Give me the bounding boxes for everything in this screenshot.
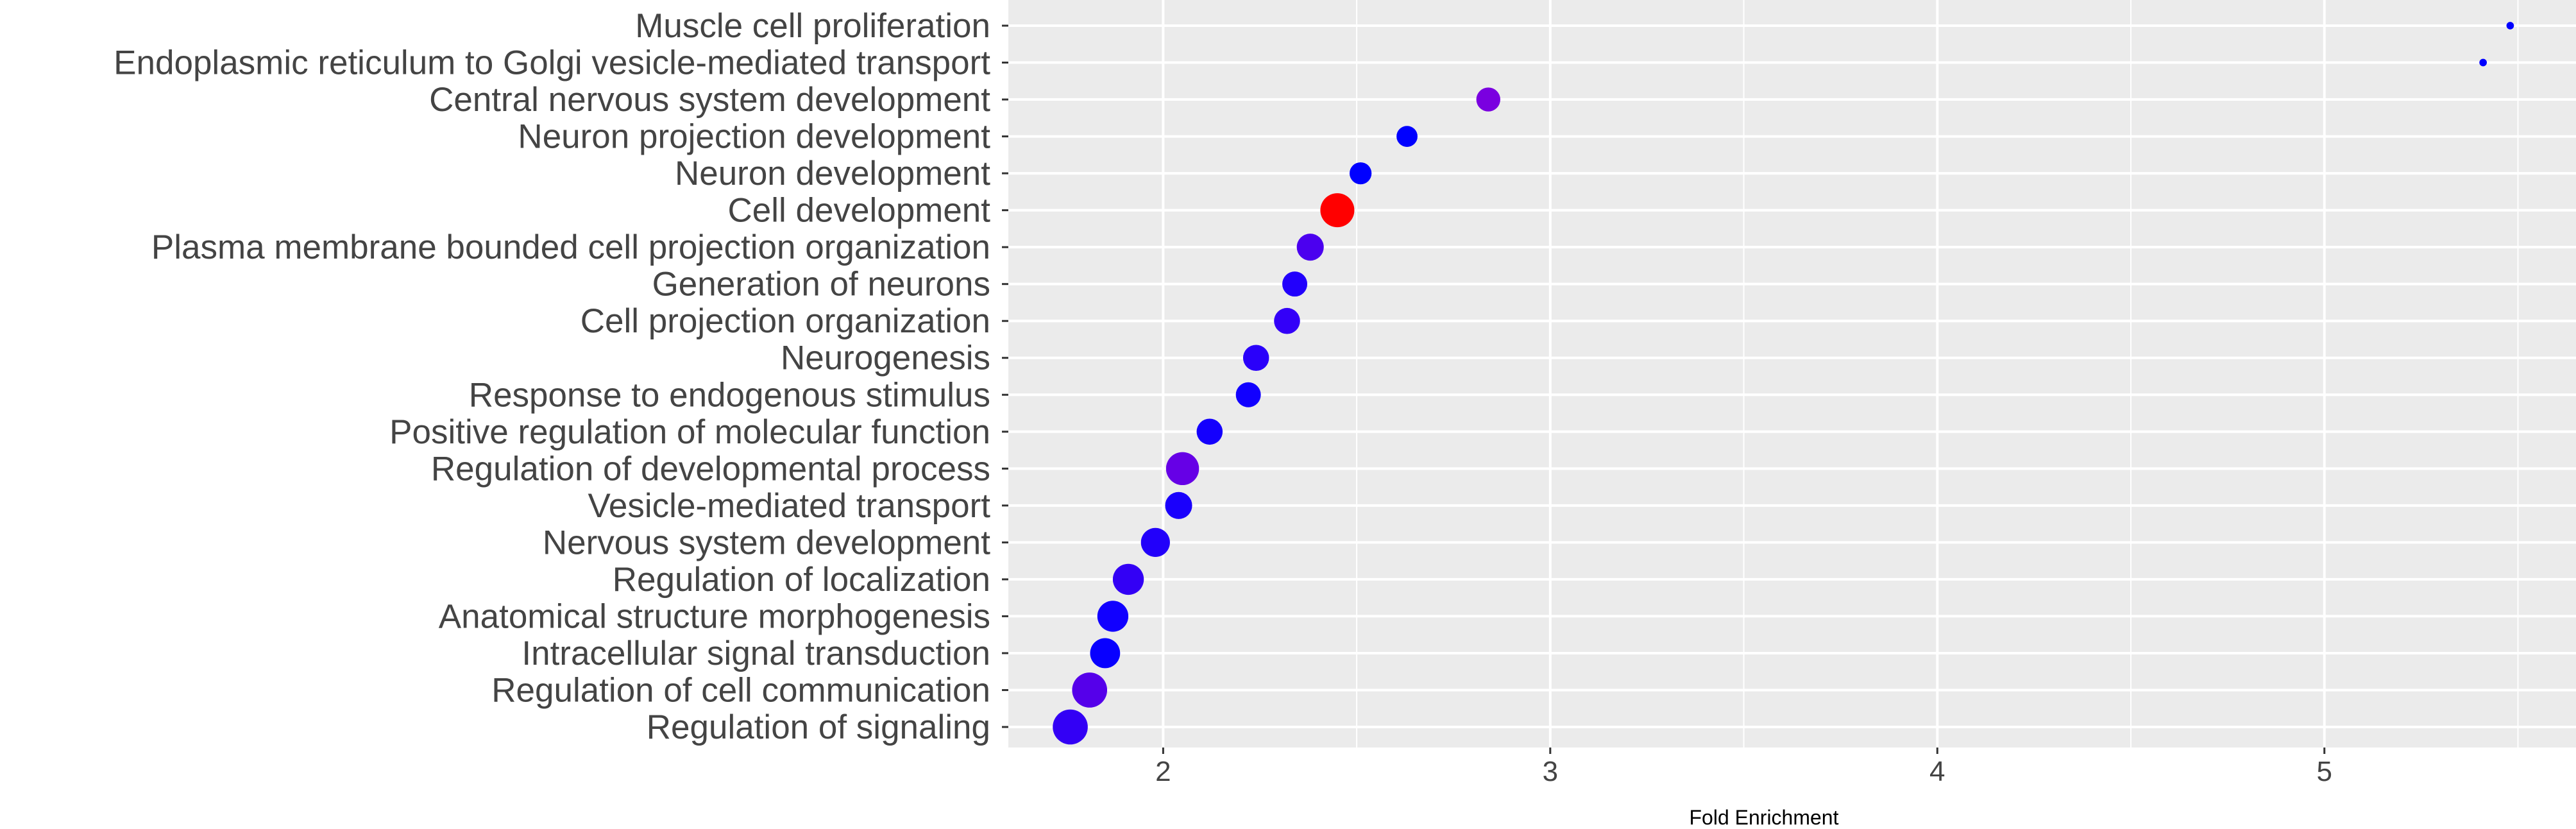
data-point (1296, 234, 1324, 261)
y-tick-label: Endoplasmic reticulum to Golgi vesicle-m… (114, 44, 990, 82)
data-point (1282, 271, 1308, 297)
x-axis-labels: 2 3 4 5 (1155, 756, 2332, 787)
y-tick-label: Regulation of localization (613, 561, 990, 599)
y-tick-label: Neuron development (675, 155, 990, 192)
y-tick-label: Plasma membrane bounded cell projection … (151, 228, 990, 266)
y-tick-label: Regulation of developmental process (431, 450, 990, 488)
x-tick-label: 2 (1155, 756, 1171, 787)
y-tick-label: Anatomical structure morphogenesis (439, 597, 990, 635)
y-tick-label: Neuron projection development (518, 118, 990, 156)
y-tick-label: Regulation of signaling (647, 708, 990, 746)
y-axis-ticks (1002, 24, 1008, 728)
minor-gridlines (1356, 0, 2519, 748)
data-point (1165, 452, 1199, 486)
data-point (1090, 638, 1121, 669)
y-tick-label: Vesicle-mediated transport (588, 487, 991, 525)
x-tick-label: 4 (1929, 756, 1945, 787)
y-tick-label: Generation of neurons (652, 266, 990, 303)
y-tick-label: Intracellular signal transduction (521, 635, 990, 672)
y-tick-label: Cell projection organization (580, 302, 990, 340)
data-point (2479, 58, 2487, 67)
y-tick-label: Response to endogenous stimulus (469, 376, 990, 414)
y-tick-label: Positive regulation of molecular functio… (389, 413, 990, 451)
y-tick-label: Cell development (727, 192, 990, 230)
data-point (1242, 345, 1269, 372)
data-point (1396, 126, 1418, 147)
data-point (1349, 162, 1372, 185)
x-tick-label: 3 (1543, 756, 1558, 787)
panel-background (1008, 0, 2576, 748)
x-axis-title: Fold Enrichment (1690, 806, 1839, 829)
data-point (1097, 601, 1129, 632)
data-point (1320, 193, 1355, 228)
data-point (1140, 527, 1170, 557)
data-point (1112, 563, 1144, 595)
x-tick-label: 5 (2317, 756, 2332, 787)
x-axis-ticks (1162, 748, 2326, 754)
data-point (1053, 709, 1088, 745)
data-point (1235, 382, 1261, 407)
data-points (1053, 22, 2514, 745)
y-tick-label: Muscle cell proliferation (635, 7, 990, 45)
data-point (1274, 307, 1300, 334)
y-tick-label: Central nervous system development (429, 81, 990, 119)
data-point (1476, 87, 1501, 112)
data-point (1165, 491, 1192, 519)
y-tick-label: Regulation of cell communication (491, 671, 990, 709)
major-gridlines (1008, 0, 2576, 748)
y-tick-label: Nervous system development (543, 524, 990, 561)
data-point (2506, 22, 2514, 30)
data-point (1072, 672, 1108, 708)
y-tick-label: Neurogenesis (781, 339, 990, 377)
data-point (1196, 418, 1223, 445)
